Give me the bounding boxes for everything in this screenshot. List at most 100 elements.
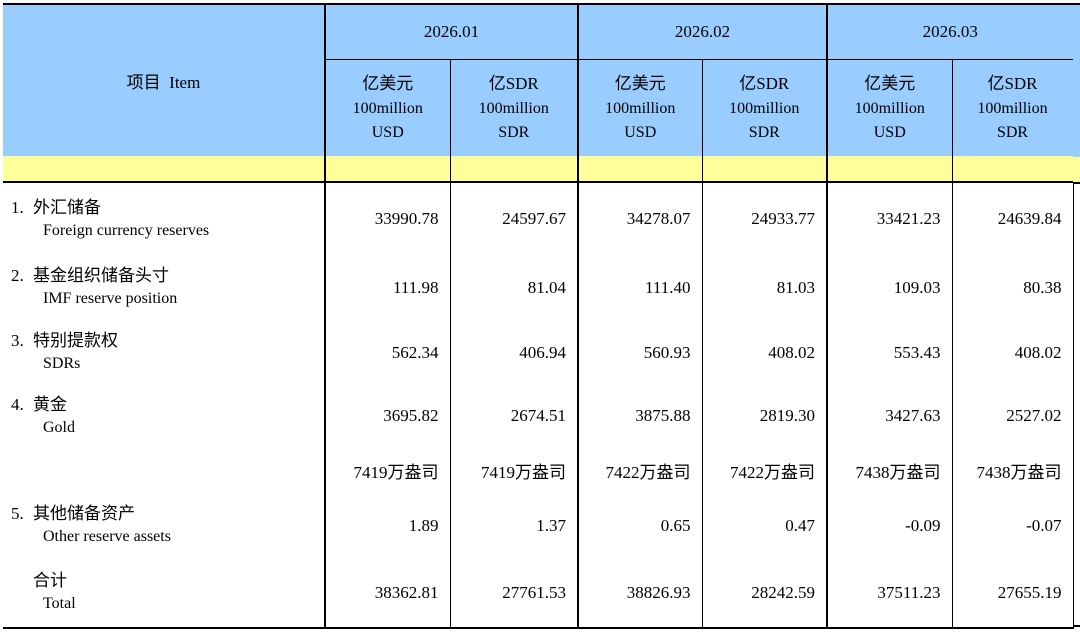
value-cell: 28242.59 bbox=[701, 558, 827, 629]
value-cell: 111.40 bbox=[577, 255, 702, 320]
value-cell: 37511.23 bbox=[826, 558, 952, 629]
value-cell: 7419万盎司 bbox=[449, 447, 578, 493]
item-header-label: 项目 Item bbox=[126, 73, 201, 92]
bottom-border-bleed bbox=[1073, 625, 1080, 627]
unit-header-usd-mar: 亿美元 100million USD bbox=[826, 59, 952, 156]
value-cell: -0.09 bbox=[826, 493, 952, 558]
unit-zh: 亿SDR bbox=[739, 74, 790, 94]
unit-header-usd-feb: 亿美元 100million USD bbox=[577, 59, 702, 156]
value-cell: 560.93 bbox=[577, 320, 702, 385]
row-label-cell: 3. 特别提款权 SDRs bbox=[3, 320, 325, 385]
unit-zh: 亿美元 bbox=[614, 74, 666, 94]
value-cell: 7438万盎司 bbox=[951, 447, 1074, 493]
row-number: 4. bbox=[11, 394, 24, 414]
value-cell: 80.38 bbox=[951, 255, 1074, 320]
value-cell: 408.02 bbox=[951, 320, 1074, 385]
table-row-gold-ounces: 7419万盎司 7419万盎司 7422万盎司 7422万盎司 7438万盎司 … bbox=[3, 447, 1074, 493]
unit-en-line2: 100million bbox=[478, 99, 549, 117]
value-cell: 109.03 bbox=[826, 255, 952, 320]
unit-en-line3: SDR bbox=[748, 123, 780, 141]
row-label-en: Gold bbox=[43, 418, 75, 436]
value-cell: 408.02 bbox=[701, 320, 827, 385]
unit-en-line3: SDR bbox=[498, 123, 530, 141]
value-cell: 27761.53 bbox=[449, 558, 578, 629]
table-row-imf-reserve-position: 2. 基金组织储备头寸 IMF reserve position 111.98 … bbox=[3, 255, 1074, 320]
value-cell: 2674.51 bbox=[449, 385, 578, 447]
row-label-en: Foreign currency reserves bbox=[43, 221, 210, 239]
month-header-2026-03: 2026.03 bbox=[826, 4, 1074, 60]
value-cell: 7422万盎司 bbox=[577, 447, 702, 493]
header-units-row: 亿美元 100million USD 亿SDR 100million SDR 亿… bbox=[3, 59, 1074, 156]
value-cell: 3695.82 bbox=[324, 385, 450, 447]
unit-header-sdr-mar: 亿SDR 100million SDR bbox=[951, 59, 1074, 156]
spacer-cell bbox=[3, 156, 325, 183]
unit-en-line3: USD bbox=[371, 123, 404, 141]
reserve-assets-table: 项目 Item 2026.01 2026.02 2026.03 亿美元 100m… bbox=[3, 3, 1074, 629]
row-label-cell: 4. 黄金 Gold bbox=[3, 385, 325, 447]
unit-header-sdr-feb: 亿SDR 100million SDR bbox=[701, 59, 827, 156]
value-cell: 0.65 bbox=[577, 493, 702, 558]
row-label-cell: 合计 Total bbox=[3, 558, 325, 629]
value-cell: 24933.77 bbox=[701, 182, 827, 255]
row-label-cell: 1. 外汇储备 Foreign currency reserves bbox=[3, 182, 325, 255]
unit-zh: 亿美元 bbox=[864, 74, 916, 94]
unit-zh: 亿SDR bbox=[488, 74, 539, 94]
row-number: 3. bbox=[11, 331, 24, 351]
table-row-total: 合计 Total 38362.81 27761.53 38826.93 2824… bbox=[3, 558, 1074, 629]
unit-header-usd-jan: 亿美元 100million USD bbox=[324, 59, 450, 156]
row-label-zh: 合计 bbox=[33, 571, 67, 591]
value-cell: 111.98 bbox=[324, 255, 450, 320]
row-label-cell: 2. 基金组织储备头寸 IMF reserve position bbox=[3, 255, 325, 320]
value-cell: 38362.81 bbox=[324, 558, 450, 629]
value-cell: 81.03 bbox=[701, 255, 827, 320]
unit-en-line2: 100million bbox=[977, 99, 1048, 117]
value-cell: 7422万盎司 bbox=[701, 447, 827, 493]
value-cell: 1.37 bbox=[449, 493, 578, 558]
row-label-zh: 特别提款权 bbox=[33, 331, 118, 351]
value-cell: 24597.67 bbox=[449, 182, 578, 255]
spacer-cell bbox=[449, 156, 578, 183]
row-label-zh: 外汇储备 bbox=[33, 197, 101, 217]
unit-header-sdr-jan: 亿SDR 100million SDR bbox=[449, 59, 578, 156]
table-row-gold: 4. 黄金 Gold 3695.82 2674.51 3875.88 2819.… bbox=[3, 385, 1074, 447]
unit-zh: 亿SDR bbox=[987, 74, 1038, 94]
unit-en-line3: USD bbox=[624, 123, 657, 141]
value-cell: 406.94 bbox=[449, 320, 578, 385]
row-number: 2. bbox=[11, 266, 24, 286]
value-cell: 33990.78 bbox=[324, 182, 450, 255]
row-number bbox=[3, 570, 33, 593]
value-cell: 0.47 bbox=[701, 493, 827, 558]
row-number: 5. bbox=[11, 504, 24, 524]
item-header-cell: 项目 Item bbox=[3, 4, 325, 156]
unit-en-line2: 100million bbox=[605, 99, 676, 117]
value-cell: 34278.07 bbox=[577, 182, 702, 255]
row-label-en: Other reserve assets bbox=[43, 528, 171, 546]
spacer-cell bbox=[701, 156, 827, 183]
unit-zh: 亿美元 bbox=[362, 74, 414, 94]
value-cell: 1.89 bbox=[324, 493, 450, 558]
value-cell: 3875.88 bbox=[577, 385, 702, 447]
spacer-row bbox=[3, 156, 1074, 183]
row-label-en: IMF reserve position bbox=[43, 290, 178, 308]
header-months-row: 项目 Item 2026.01 2026.02 2026.03 bbox=[3, 4, 1074, 156]
unit-en-line3: USD bbox=[873, 123, 906, 141]
month-header-2026-01: 2026.01 bbox=[324, 4, 578, 60]
unit-en-line3: SDR bbox=[996, 123, 1029, 141]
value-cell: 81.04 bbox=[449, 255, 578, 320]
row-label-zh: 其他储备资产 bbox=[33, 504, 135, 524]
row-label-en: Total bbox=[43, 595, 76, 613]
unit-en-line2: 100million bbox=[854, 99, 925, 117]
value-cell: 7419万盎司 bbox=[324, 447, 450, 493]
row-number: 1. bbox=[11, 197, 24, 217]
value-cell: 38826.93 bbox=[577, 558, 702, 629]
spacer-cell bbox=[324, 156, 450, 183]
value-cell: 562.34 bbox=[324, 320, 450, 385]
row-label-zh: 基金组织储备头寸 bbox=[33, 266, 169, 286]
value-cell: -0.07 bbox=[951, 493, 1074, 558]
table-row-sdrs: 3. 特别提款权 SDRs 562.34 406.94 560.93 408.0… bbox=[3, 320, 1074, 385]
value-cell: 3427.63 bbox=[826, 385, 952, 447]
row-label-en: SDRs bbox=[43, 355, 81, 373]
header-bleed-strip bbox=[1073, 3, 1080, 184]
unit-en-line2: 100million bbox=[729, 99, 800, 117]
